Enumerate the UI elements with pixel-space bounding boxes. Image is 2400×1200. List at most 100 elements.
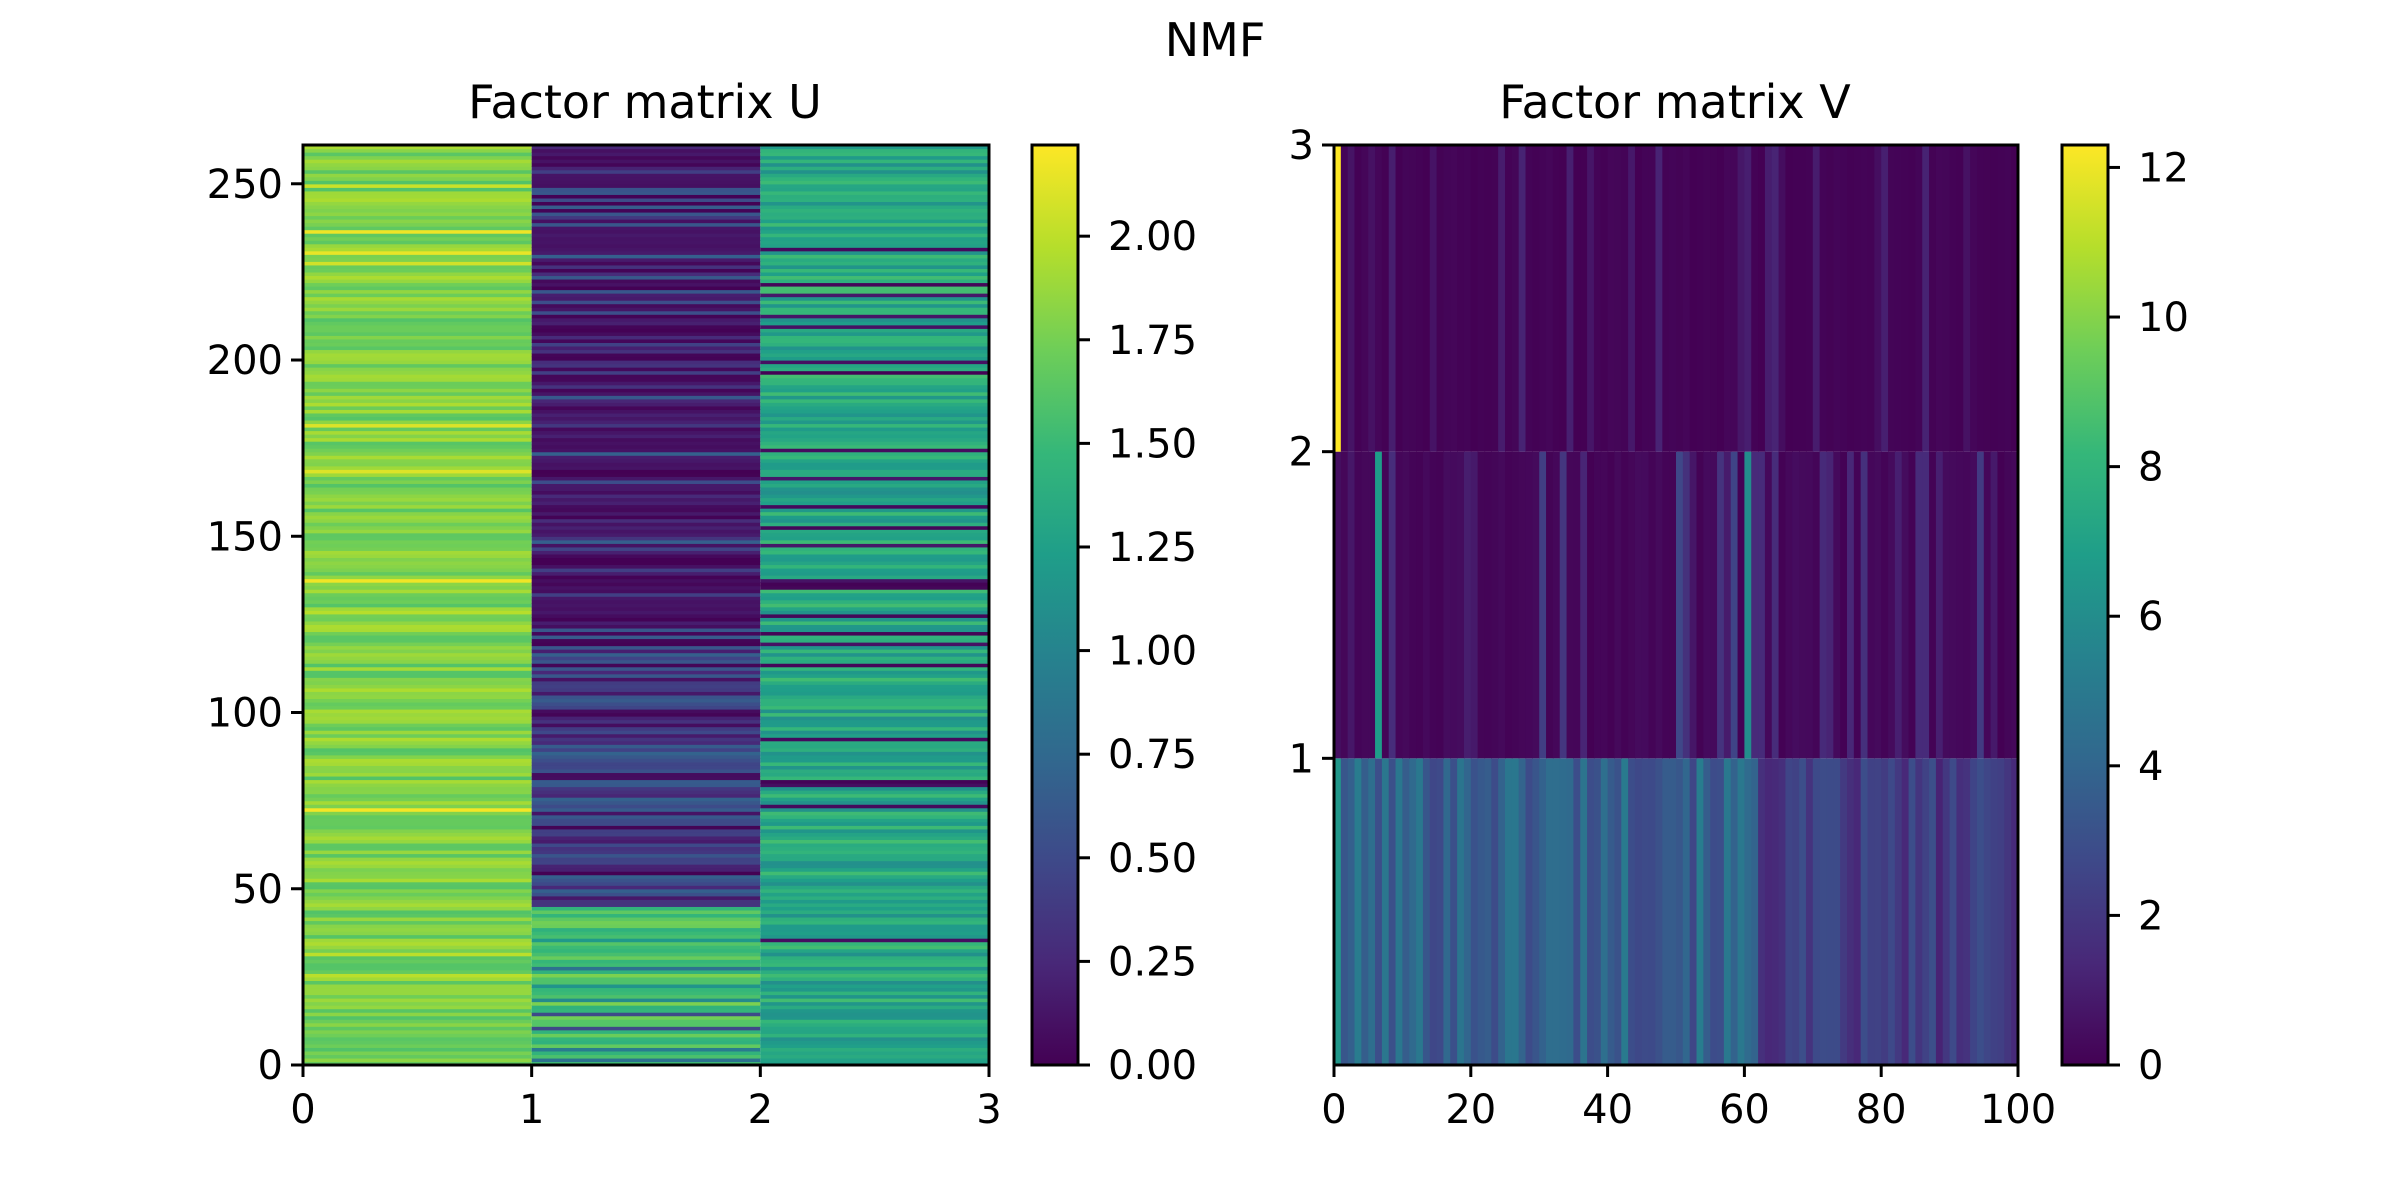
heatmap-cell [760,349,990,354]
heatmap-cell [303,599,532,604]
heatmap-cell [760,190,990,195]
colorbar-u: 0.00 0.25 0.50 0.75 1.00 1.25 1.50 1.75 2.00 [1030,143,1197,1089]
heatmap-cell [760,990,990,996]
panel-v-heatmap [1334,145,2019,1065]
heatmap-cell [531,546,761,551]
heatmap-cell [303,300,532,305]
heatmap-cell [760,536,990,541]
heatmap-cell [1840,451,1848,759]
heatmap-cell [303,162,532,167]
heatmap-cell [760,941,990,946]
heatmap-cell [531,328,761,333]
heatmap-cell [760,377,990,382]
heatmap-cell [531,617,761,622]
heatmap-cell [531,613,761,618]
heatmap-cell [303,219,532,224]
heatmap-cell [531,222,761,227]
heatmap-cell [531,148,761,153]
tick-label: 0.00 [1108,1043,1197,1089]
heatmap-cell [1710,145,1718,452]
heatmap-cell [1689,451,1698,759]
heatmap-cell [303,941,532,946]
heatmap-cell [531,416,761,421]
heatmap-cell [760,582,990,587]
heatmap-cell [531,842,761,848]
heatmap-cell [1491,758,1499,1065]
heatmap-cell [531,360,761,365]
heatmap-cell [531,190,761,195]
heatmap-cell [760,642,990,647]
heatmap-cell [1552,451,1561,759]
heatmap-cell [531,455,761,460]
heatmap-cell [531,180,761,185]
heatmap-cell [303,1019,532,1024]
heatmap-cell [1607,145,1616,452]
heatmap-cell [531,634,761,640]
heatmap-cell [1758,758,1766,1065]
heatmap-cell [760,730,990,735]
heatmap-cell [1518,758,1527,1065]
heatmap-cell [303,331,532,336]
heatmap-cell [303,501,532,506]
heatmap-cell [760,775,990,781]
heatmap-cell [1395,145,1403,452]
heatmap-cell [760,444,990,449]
heatmap-cell [531,966,761,971]
heatmap-cell [760,564,990,569]
heatmap-cell [1532,451,1540,759]
heatmap-cell [760,331,990,336]
heatmap-cell [531,275,761,280]
heatmap-cell [303,208,532,213]
heatmap-cell [760,176,990,181]
heatmap-cell [303,1036,532,1041]
heatmap-cell [1888,145,1896,452]
heatmap-cell [303,303,532,308]
heatmap-cell [531,310,761,315]
heatmap-cell [1853,758,1862,1065]
heatmap-cell [303,508,532,513]
heatmap-cell [531,254,761,259]
heatmap-cell [1976,758,1985,1065]
heatmap-cell [531,924,761,929]
heatmap-cell [303,250,532,255]
heatmap-cell [760,790,990,795]
heatmap-cell [531,818,761,823]
heatmap-cell [303,793,532,798]
heatmap-cell [531,783,761,788]
heatmap-cell [1532,758,1540,1065]
heatmap-cell [303,916,532,922]
heatmap-cell [760,300,990,305]
heatmap-cell [1922,758,1930,1065]
heatmap-cell [303,842,532,848]
heatmap-cell [760,895,990,900]
heatmap-cell [760,1036,990,1041]
heatmap-cell [1929,758,1937,1065]
heatmap-cell [760,617,990,622]
heatmap-cell [303,969,532,974]
heatmap-cell [531,606,761,611]
heatmap-cell [531,821,761,826]
heatmap-cell [303,204,532,210]
heatmap-cell [531,1022,761,1027]
heatmap-cell [1566,758,1574,1065]
heatmap-cell [303,955,532,960]
heatmap-cell [1334,758,1342,1065]
heatmap-cell [303,278,532,284]
tick-label: 2 [748,1087,773,1133]
heatmap-cell [1368,758,1376,1065]
heatmap-cell [303,152,532,157]
tick-label: 3 [1289,123,1314,169]
heatmap-cell [531,1043,761,1048]
heatmap-cell [303,656,532,661]
heatmap-cell [1539,758,1547,1065]
heatmap-cell [303,585,532,590]
tick-label: 0 [2138,1043,2163,1089]
heatmap-cell [1662,758,1670,1065]
heatmap-cell [531,229,761,234]
heatmap-cell [1976,145,1985,452]
heatmap-cell [1600,145,1609,452]
heatmap-cell [760,405,990,410]
heatmap-cell [1970,145,1978,452]
heatmap-cell [1539,451,1547,759]
heatmap-cell [303,307,532,312]
